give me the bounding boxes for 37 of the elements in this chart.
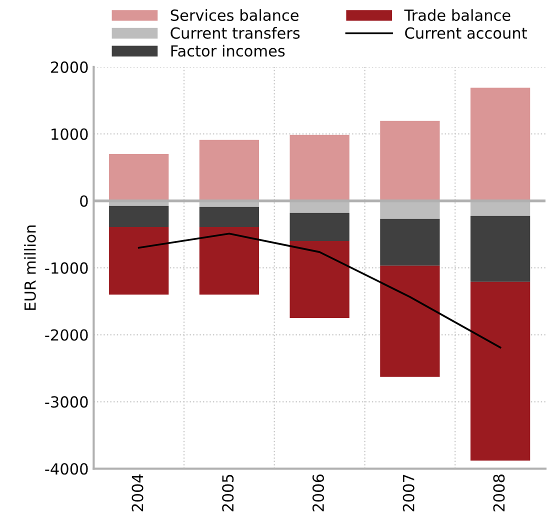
line-series <box>138 232 502 348</box>
bar <box>109 206 169 227</box>
x-tick-label: 2004 <box>132 474 144 512</box>
legend-label: Factor incomes <box>171 44 285 57</box>
bar <box>199 140 260 201</box>
bar <box>380 218 440 266</box>
x-tick-label: 2006 <box>312 474 324 512</box>
bar <box>290 134 350 201</box>
x-tick-label: 2008 <box>493 474 505 512</box>
x-tick-label: 2005 <box>222 474 234 512</box>
y-tick-label: -3000 <box>45 396 88 408</box>
bar <box>380 200 440 219</box>
y-tick-label: 1000 <box>52 128 88 140</box>
legend-label: Trade balance <box>404 9 510 21</box>
legend-label: Services balance <box>170 9 298 21</box>
bar <box>470 88 530 201</box>
bar <box>470 216 530 282</box>
bar <box>109 154 169 201</box>
y-tick-label: -2000 <box>45 329 88 341</box>
bar <box>470 282 530 461</box>
y-tick-label: -4000 <box>45 463 88 475</box>
y-tick-label: 2000 <box>51 61 88 73</box>
bar <box>380 266 440 377</box>
bar <box>380 120 440 201</box>
x-tick-label: 2007 <box>402 474 414 512</box>
y-axis-title: EUR million <box>24 225 36 310</box>
bar <box>199 206 260 227</box>
bar <box>290 200 350 213</box>
bar <box>290 241 350 318</box>
legend-label: Current account <box>405 27 527 39</box>
bar <box>470 200 530 216</box>
bar <box>290 212 350 242</box>
y-tick-label: 0 <box>80 195 88 207</box>
bar <box>109 226 169 295</box>
y-tick-label: -1000 <box>45 262 88 274</box>
bar <box>199 226 260 295</box>
legend-label: Current transfers <box>170 27 300 39</box>
